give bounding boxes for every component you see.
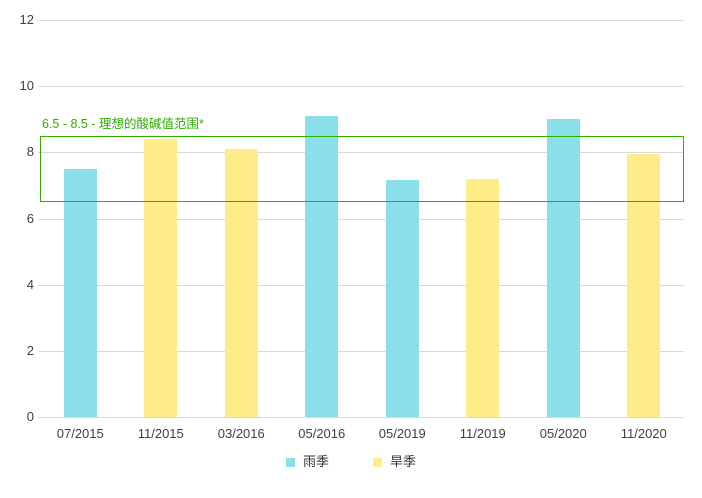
x-tick-label-05-2016: 05/2016	[298, 426, 346, 441]
legend-label: 旱季	[390, 454, 417, 469]
gridline-y-6	[38, 218, 684, 220]
x-axis: 07/2015 11/2015 03/2016 05/2016 05/2019 11/20…	[40, 427, 684, 443]
bar-05-2019[interactable]	[385, 180, 419, 417]
legend-marker-icon	[285, 457, 295, 467]
y-tick-label-10: 10	[19, 78, 34, 94]
y-tick-label-4: 4	[26, 276, 34, 292]
gridline-y-0	[38, 417, 684, 418]
legend-item-雨季[interactable]: 雨季	[285, 454, 329, 469]
x-tick-label-11-2020: 11/2020	[620, 426, 667, 441]
x-tick-label-03-2016: 03/2016	[217, 426, 265, 441]
y-tick-label-6: 6	[26, 210, 34, 226]
plot-area: 6.5 - 8.5 - 理想的酸碱值范围* 0 2 4 6 8 10 12	[20, 13, 684, 424]
ideal-range-box	[40, 135, 684, 202]
legend-item-旱季[interactable]: 旱季	[373, 455, 416, 469]
x-tick-label-11-2015: 11/2015	[137, 426, 184, 441]
gridline-y-2	[38, 350, 684, 352]
gridline-y-12	[38, 20, 684, 21]
y-tick-label-8: 8	[26, 144, 34, 160]
x-tick-label-05-2020: 05/2020	[539, 426, 587, 441]
gridline-y-4	[38, 284, 684, 286]
legend-marker-icon	[373, 457, 382, 467]
ideal-range-label: 6.5 - 8.5 - 理想的酸碱值范围*	[42, 116, 204, 131]
legend: 雨季 旱季	[0, 455, 702, 469]
bar-05-2016[interactable]	[305, 115, 339, 417]
x-tick-label-11-2019: 11/2019	[459, 426, 506, 441]
bar-05-2020[interactable]	[546, 119, 580, 417]
x-tick-label-05-2019: 05/2019	[378, 426, 426, 441]
bar-11-2019[interactable]	[466, 178, 500, 417]
gridline-y-10	[38, 86, 684, 88]
y-tick-label-2: 2	[26, 342, 34, 358]
x-tick-label-07-2015: 07/2015	[56, 426, 104, 441]
bar-11-2020[interactable]	[627, 153, 661, 417]
bar-03-2016[interactable]	[224, 149, 258, 417]
bar-07-2015[interactable]	[63, 168, 97, 417]
gridline-y-8	[38, 152, 684, 154]
y-tick-label-12: 12	[19, 12, 34, 27]
y-tick-label-0: 0	[26, 409, 34, 424]
bar-11-2015[interactable]	[144, 139, 178, 417]
legend-label: 雨季	[302, 454, 329, 469]
